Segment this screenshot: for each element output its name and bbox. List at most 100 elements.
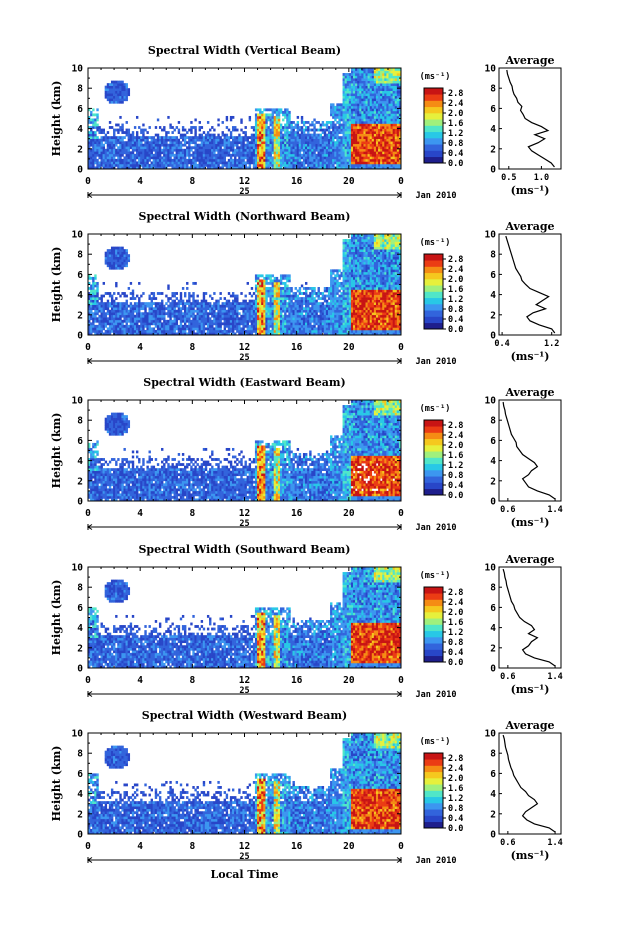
heatmap-cell [211,161,214,165]
heatmap-cell [305,161,308,165]
heatmap-cell [259,131,262,134]
heatmap-cell [357,113,360,117]
heatmap-cell [94,319,97,323]
heatmap-cell [388,158,391,162]
heatmap-cell [296,156,300,160]
heatmap-cell [284,312,287,316]
heatmap-cell [190,329,193,333]
heatmap-cell [369,138,373,142]
heatmap-cell [154,317,158,321]
heatmap-cell [121,93,124,97]
heatmap-cell [382,161,385,165]
heatmap-cell [394,128,398,132]
heatmap-cell [392,166,396,170]
heatmap-cell [213,136,216,139]
heatmap-cell [115,264,118,268]
heatmap-cell [173,156,176,160]
heatmap-cell [248,319,252,323]
heatmap-cell [277,319,281,323]
heatmap-cell [382,158,385,162]
heatmap-cell [277,329,281,333]
heatmap-cell [279,148,283,152]
heatmap-cell [110,297,114,300]
heatmap-cell [277,115,281,119]
heatmap-cell [394,136,398,139]
heatmap-cell [92,118,95,122]
heatmap-cell [309,133,312,137]
heatmap-cell [183,312,187,316]
heatmap-cell [183,294,187,298]
heatmap-cell [382,131,385,134]
heatmap-cell [100,153,103,157]
heatmap-cell [277,294,281,298]
heatmap-cell [271,332,275,336]
heatmap-cell [140,151,143,155]
heatmap-cell [348,105,352,109]
heatmap-cell [119,304,122,308]
heatmap-cell [131,161,135,165]
heatmap-cell [296,146,300,150]
heatmap-cell [100,131,103,134]
heatmap-cell [394,103,398,107]
heatmap-cell [88,297,91,300]
heatmap-cell [113,251,116,255]
heatmap-cell [115,249,118,252]
heatmap-cell [340,131,343,134]
heatmap-cell [102,304,105,308]
heatmap-cell [142,143,145,147]
heatmap-cell [380,78,383,81]
heatmap-cell [344,80,348,84]
heatmap-cell [380,158,383,162]
heatmap-cell [113,299,116,303]
heatmap-cell [288,274,291,278]
heatmap-cell [323,138,327,142]
heatmap-cell [271,161,275,165]
heatmap-cell [282,153,285,157]
heatmap-cell [209,294,212,298]
heatmap-cell [94,151,97,155]
heatmap-cell [325,141,329,145]
heatmap-cell [127,151,131,155]
heatmap-cell [104,161,108,165]
heatmap-cell [131,319,135,323]
heatmap-cell [144,158,147,162]
heatmap-cell [355,121,358,124]
heatmap-cell [388,123,391,127]
heatmap-cell [259,327,262,331]
heatmap-cell [113,100,116,104]
heatmap-cell [267,108,270,112]
heatmap-cell [378,138,381,142]
heatmap-cell [110,148,114,152]
heatmap-cell [338,141,341,145]
heatmap-cell [279,136,283,139]
heatmap-cell [110,322,114,326]
heatmap-cell [179,166,183,170]
heatmap-cell [121,324,124,328]
heatmap-cell [152,156,156,160]
heatmap-cell [252,163,256,167]
heatmap-cell [209,136,212,139]
heatmap-cell [346,115,350,119]
heatmap-cell [361,163,364,167]
heatmap-cell [382,98,385,102]
heatmap-cell [265,297,268,300]
heatmap-cell [200,133,204,137]
heatmap-cell [213,317,216,321]
heatmap-cell [231,324,235,328]
heatmap-cell [90,133,93,137]
heatmap-cell [163,332,166,336]
heatmap-cell [125,143,128,147]
heatmap-cell [198,307,201,311]
heatmap-cell [275,133,279,137]
heatmap-cell [290,141,293,145]
heatmap-cell [129,153,133,157]
heatmap-cell [211,126,214,129]
heatmap-cell [202,307,206,311]
heatmap-cell [390,126,393,129]
heatmap-cell [204,322,208,326]
heatmap-cell [305,166,308,170]
heatmap-cell [190,146,193,150]
heatmap-cell [398,138,402,142]
heatmap-cell [154,314,158,318]
heatmap-cell [342,161,345,165]
